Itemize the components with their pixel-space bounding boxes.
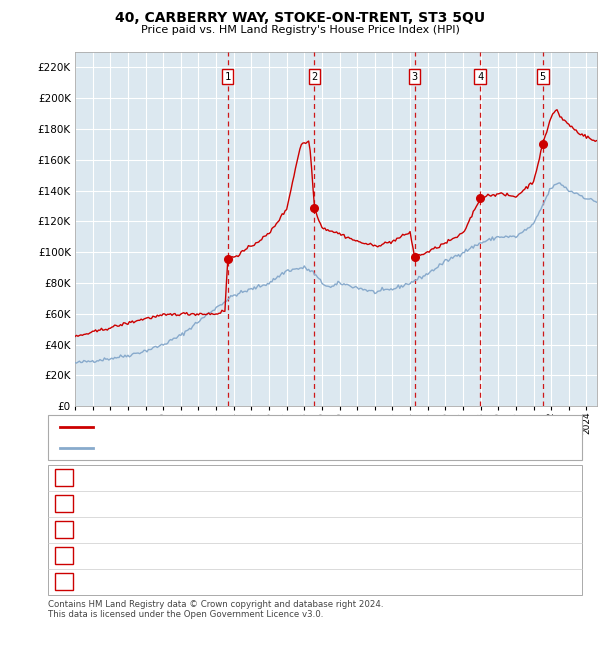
- Text: 28% ↑ HPI: 28% ↑ HPI: [414, 577, 469, 587]
- Text: 03-APR-2014: 03-APR-2014: [87, 525, 154, 535]
- Text: 5: 5: [61, 577, 67, 587]
- Text: 2: 2: [311, 72, 317, 82]
- Text: £135,000: £135,000: [287, 551, 336, 561]
- Text: 40, CARBERRY WAY, STOKE-ON-TRENT, ST3 5QU: 40, CARBERRY WAY, STOKE-ON-TRENT, ST3 5Q…: [115, 11, 485, 25]
- Text: 5: 5: [540, 72, 546, 82]
- Text: 67% ↑ HPI: 67% ↑ HPI: [414, 473, 469, 483]
- Text: 40, CARBERRY WAY, STOKE-ON-TRENT, ST3 5QU (semi-detached house): 40, CARBERRY WAY, STOKE-ON-TRENT, ST3 5Q…: [100, 422, 458, 432]
- Text: 28-AUG-2003: 28-AUG-2003: [87, 473, 157, 483]
- Text: 4% ↑ HPI: 4% ↑ HPI: [414, 525, 463, 535]
- Text: 3: 3: [61, 525, 67, 535]
- Text: £97,000: £97,000: [293, 525, 336, 535]
- Text: 4: 4: [477, 72, 483, 82]
- Text: 19-DEC-2017: 19-DEC-2017: [87, 551, 156, 561]
- Text: £170,100: £170,100: [287, 577, 336, 587]
- Text: 3: 3: [412, 72, 418, 82]
- Text: 09-JUL-2021: 09-JUL-2021: [87, 577, 151, 587]
- Text: Contains HM Land Registry data © Crown copyright and database right 2024.
This d: Contains HM Land Registry data © Crown c…: [48, 600, 383, 619]
- Text: 21% ↑ HPI: 21% ↑ HPI: [414, 551, 469, 561]
- Text: £129,000: £129,000: [287, 499, 336, 509]
- Text: 1: 1: [61, 473, 67, 483]
- Text: £95,500: £95,500: [293, 473, 336, 483]
- Text: 21% ↑ HPI: 21% ↑ HPI: [414, 499, 469, 509]
- Text: 4: 4: [61, 551, 67, 561]
- Text: 29-JUL-2008: 29-JUL-2008: [87, 499, 151, 509]
- Text: 1: 1: [224, 72, 231, 82]
- Text: 2: 2: [61, 499, 67, 509]
- Text: HPI: Average price, semi-detached house, Stoke-on-Trent: HPI: Average price, semi-detached house,…: [100, 443, 383, 453]
- Text: Price paid vs. HM Land Registry's House Price Index (HPI): Price paid vs. HM Land Registry's House …: [140, 25, 460, 34]
